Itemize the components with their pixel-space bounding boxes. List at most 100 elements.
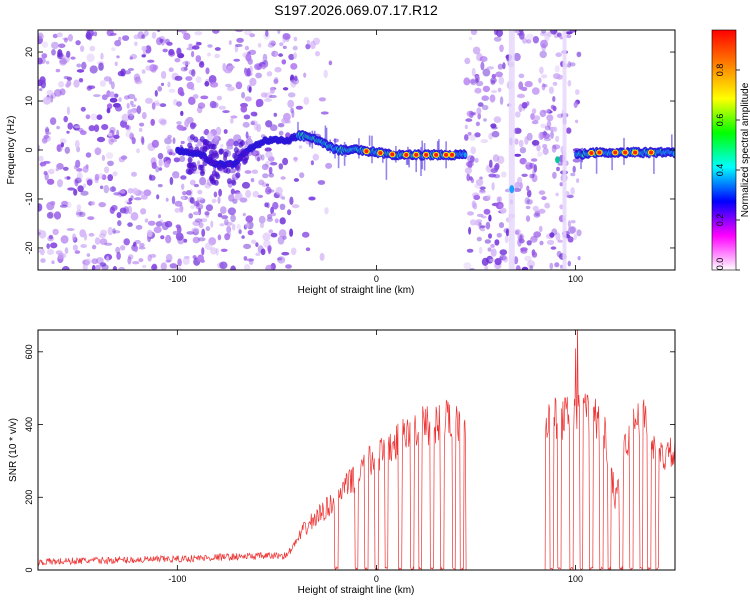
noise-blob [72, 244, 78, 251]
noise-blob [552, 105, 557, 112]
noise-blob [175, 232, 184, 241]
track-streak [385, 150, 388, 180]
noise-blob [258, 179, 265, 186]
noise-blob [185, 76, 193, 81]
noise-blob [45, 131, 52, 135]
noise-blob [533, 164, 538, 173]
noise-blob [481, 95, 490, 101]
noise-blob [282, 33, 291, 40]
noise-blob [473, 194, 481, 200]
noise-blob [244, 141, 248, 148]
noise-blob [147, 254, 152, 262]
noise-blob [108, 132, 113, 137]
noise-blob [559, 264, 564, 269]
noise-blob [85, 114, 91, 120]
noise-blob [249, 77, 257, 86]
noise-blob [483, 208, 491, 215]
noise-blob [531, 120, 539, 125]
noise-blob [42, 96, 52, 105]
noise-blob [471, 67, 476, 77]
noise-blob [38, 57, 43, 65]
noise-blob [77, 127, 84, 132]
noise-blob [306, 40, 310, 45]
noise-blob [552, 96, 556, 102]
hot-spot [434, 152, 439, 157]
noise-blob [502, 255, 508, 263]
noise-blob [106, 256, 110, 263]
noise-blob [472, 202, 478, 210]
noise-blob [45, 60, 50, 65]
noise-blob [160, 71, 167, 79]
noise-blob [531, 139, 540, 146]
noise-blob [55, 168, 59, 172]
noise-blob [269, 86, 275, 94]
noise-blob [177, 258, 182, 267]
noise-blob [230, 214, 236, 223]
noise-blob [491, 130, 500, 138]
noise-blob [197, 102, 206, 109]
noise-blob [265, 183, 270, 187]
noise-blob [498, 203, 504, 208]
track-streak [408, 149, 410, 168]
noise-blob [193, 183, 199, 188]
noise-blob [531, 251, 538, 258]
noise-blob [197, 160, 201, 167]
noise-blob [483, 118, 487, 122]
noise-blob [205, 67, 210, 75]
noise-blob [82, 264, 88, 270]
noise-blob [80, 190, 89, 196]
noise-blob [494, 239, 500, 246]
noise-blob [292, 45, 298, 51]
noise-blob [100, 229, 107, 236]
hot-spot [390, 152, 395, 157]
noise-blob [488, 173, 497, 178]
noise-blob [117, 220, 122, 227]
noise-blob [91, 244, 97, 250]
noise-blob [64, 247, 69, 255]
noise-blob [142, 264, 147, 269]
noise-blob [207, 44, 213, 48]
noise-blob [333, 138, 339, 143]
noise-blob [122, 35, 130, 41]
noise-blob [201, 247, 205, 256]
noise-blob [544, 125, 551, 131]
noise-blob [312, 153, 319, 161]
noise-blob [285, 264, 292, 269]
noise-blob [526, 240, 532, 246]
noise-blob [172, 137, 176, 145]
smudge-blob [226, 161, 232, 168]
noise-blob [241, 91, 246, 99]
noise-blob [100, 52, 104, 60]
noise-blob [576, 229, 582, 237]
noise-blob [303, 96, 310, 105]
track-streak [420, 147, 422, 176]
noise-blob [265, 120, 273, 128]
noise-blob [87, 216, 95, 221]
noise-blob [46, 212, 54, 219]
noise-blob [264, 92, 273, 100]
noise-blob [104, 242, 113, 246]
noise-blob [287, 209, 292, 216]
noise-blob [557, 239, 563, 243]
noise-blob [130, 212, 139, 221]
noise-blob [38, 248, 41, 254]
noise-blob [75, 40, 81, 46]
noise-blob [282, 87, 289, 91]
noise-blob [310, 160, 314, 166]
noise-blob [197, 106, 203, 114]
noise-blob [491, 90, 498, 94]
noise-blob [40, 258, 46, 263]
noise-blob [475, 178, 484, 186]
noise-blob [269, 124, 278, 132]
noise-blob [274, 218, 279, 224]
noise-blob [278, 130, 284, 136]
noise-blob [99, 80, 106, 87]
x-tick-label: 0 [374, 274, 379, 284]
noise-blob [112, 171, 118, 177]
noise-blob [477, 102, 484, 107]
noise-blob [141, 45, 147, 52]
noise-blob [165, 253, 173, 263]
noise-blob [476, 213, 484, 218]
noise-blob [288, 53, 295, 61]
noise-blob [157, 86, 162, 92]
